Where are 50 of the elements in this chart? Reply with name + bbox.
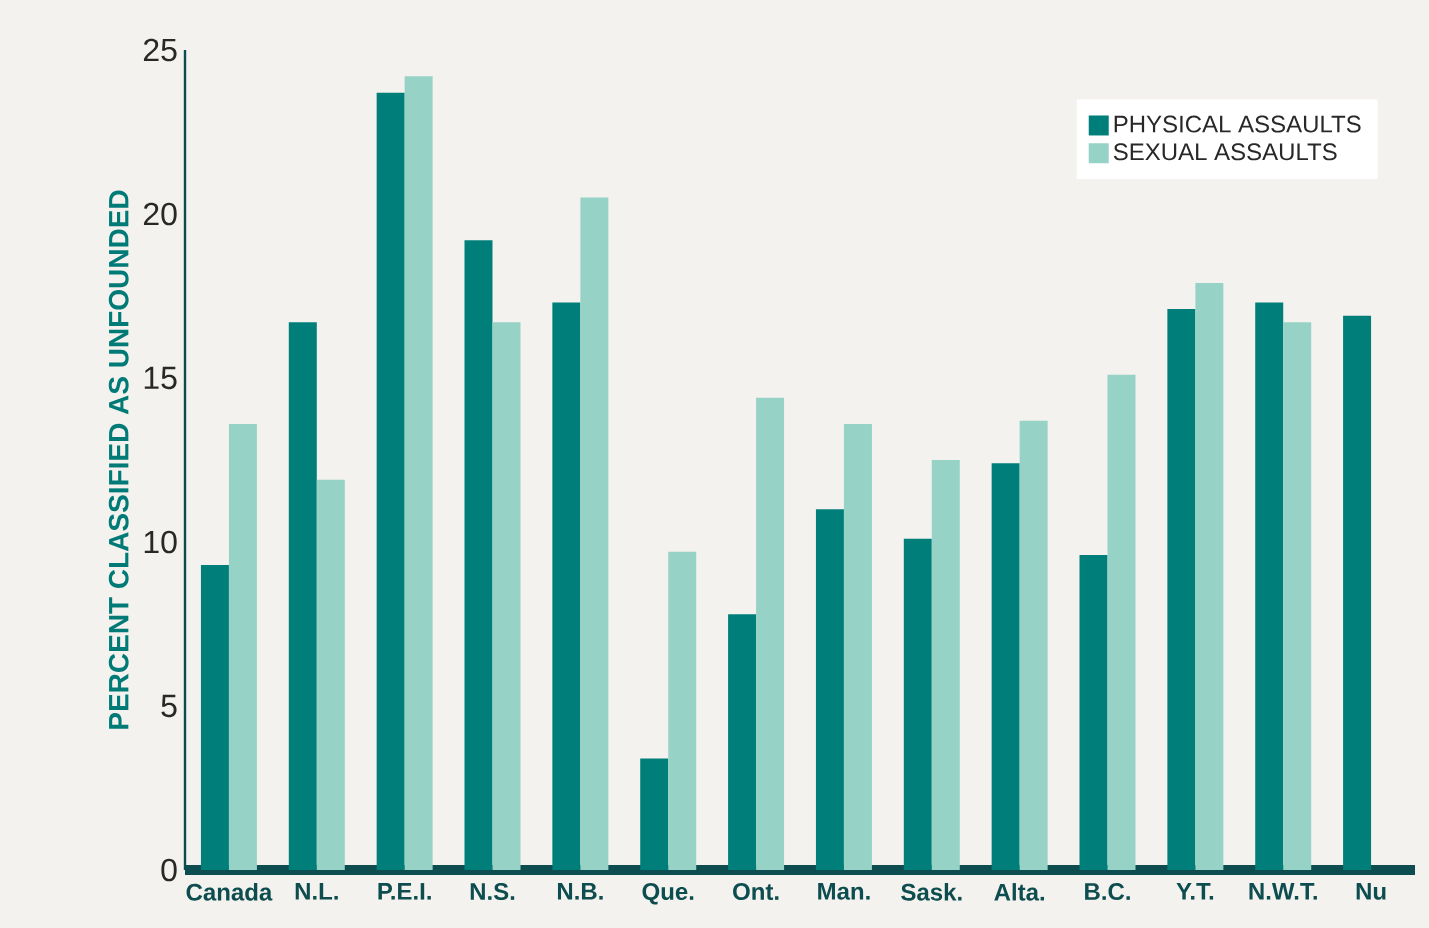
- x-tick-label: Y.T.: [1176, 883, 1214, 900]
- y-tick-label: 15: [144, 366, 177, 390]
- bar: [404, 76, 433, 870]
- bar: [903, 538, 932, 870]
- x-tick-label: Nu: [1356, 883, 1386, 900]
- x-tick-label: N.B.: [557, 883, 603, 900]
- bar: [756, 397, 785, 870]
- x-tick-label: Sask.: [901, 883, 962, 901]
- y-tick-label: 25: [143, 38, 177, 62]
- bar: [991, 463, 1020, 870]
- x-tick-label: Ont.: [733, 883, 779, 901]
- bar: [376, 92, 405, 870]
- bar: [464, 240, 493, 870]
- bar: [640, 758, 669, 870]
- bar: [1255, 302, 1284, 870]
- bar: [1283, 322, 1312, 870]
- legend-label: SEXUAL ASSAULTS: [1113, 143, 1337, 161]
- y-tick-label: 5: [161, 694, 177, 718]
- bar: [492, 322, 521, 870]
- bar: [580, 197, 609, 870]
- y-axis-title: PERCENT CLASSIFIED AS UNFOUNDED: [108, 190, 129, 729]
- x-tick-label: Alta.: [994, 883, 1044, 901]
- bar: [668, 551, 697, 870]
- x-tick-label: N.L.: [295, 883, 338, 900]
- x-tick-label: Canada: [186, 883, 273, 901]
- bar: [1167, 309, 1196, 870]
- legend-label: PHYSICAL ASSAULTS: [1114, 115, 1361, 133]
- bar: [843, 423, 872, 870]
- bar: [728, 614, 757, 870]
- x-tick-label: N.S.: [470, 883, 515, 901]
- bar: [316, 479, 345, 870]
- bar: [1107, 374, 1136, 870]
- x-tick-label: B.C.: [1085, 883, 1130, 901]
- bar: [288, 322, 317, 870]
- y-tick-label: 20: [143, 202, 177, 226]
- bar: [552, 302, 581, 870]
- bar: [815, 509, 844, 870]
- y-tick-label: 10: [144, 530, 177, 554]
- bar: [1019, 420, 1048, 870]
- x-tick-label: P.E.I.: [378, 883, 431, 900]
- bar: [1343, 315, 1372, 870]
- x-tick-label: Man.: [818, 883, 870, 900]
- x-tick-label: N.W.T.: [1249, 883, 1317, 900]
- bar: [228, 423, 257, 870]
- x-tick-label: Que.: [642, 883, 694, 905]
- bar: [1195, 282, 1224, 870]
- y-tick-label: 0: [161, 858, 177, 882]
- bar: [931, 460, 960, 870]
- bar: [200, 564, 229, 870]
- bar: [1079, 555, 1108, 870]
